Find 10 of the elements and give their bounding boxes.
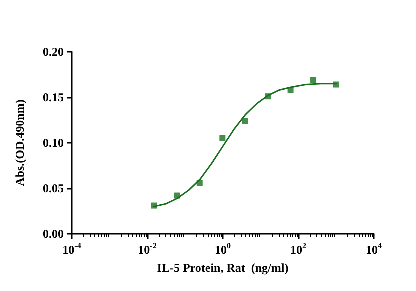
x-axis-title: IL-5 Protein, Rat (ng/ml)	[157, 261, 289, 275]
y-tick-label: 0.15	[43, 90, 64, 104]
point	[310, 77, 317, 84]
y-tick-label: 0.05	[43, 182, 64, 196]
point	[242, 118, 248, 124]
y-tick-label: 0.20	[43, 45, 64, 59]
y-axis-title: Abs.(OD.490nm)	[13, 100, 27, 186]
y-tick-label: 0.10	[43, 136, 64, 150]
y-tick-label: 0.00	[43, 227, 64, 241]
point	[220, 135, 226, 142]
